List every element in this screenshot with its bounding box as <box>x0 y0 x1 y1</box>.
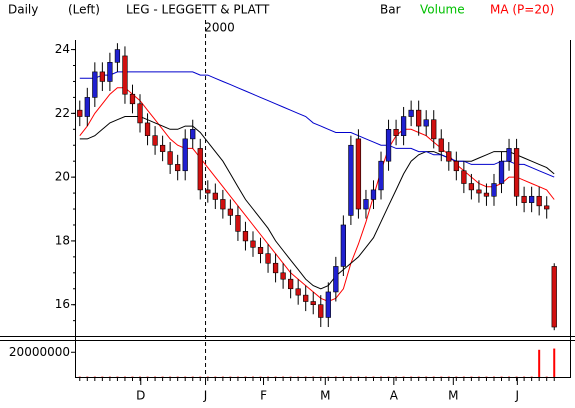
candle-body <box>521 195 527 203</box>
candle-body <box>137 103 143 124</box>
candle-body <box>205 189 211 194</box>
candle-body <box>378 160 384 191</box>
y-tick-label: 24 <box>55 42 70 56</box>
candle-body <box>385 128 392 162</box>
candle-body <box>182 138 188 172</box>
chart-title: LEG - LEGGETT & PLATT <box>126 3 270 17</box>
candle-body <box>167 151 173 165</box>
candle-body <box>318 304 324 318</box>
candle-body <box>340 224 346 267</box>
candle-body <box>370 189 377 200</box>
candle-body <box>190 128 196 140</box>
axis-side-label: (Left) <box>68 3 100 17</box>
ma-line <box>79 71 555 178</box>
candle-body <box>220 199 226 210</box>
candle-body <box>92 71 98 98</box>
candle-body <box>235 215 241 232</box>
candle-body <box>295 288 301 296</box>
volume-tick-label: 20000000 <box>9 345 70 359</box>
candle-body <box>498 160 505 184</box>
candle-body <box>99 71 105 82</box>
candle-body <box>491 183 497 197</box>
x-tick-label: F <box>260 389 267 403</box>
candle-body <box>212 192 218 200</box>
candle-body <box>77 109 83 117</box>
candle-body <box>393 128 399 136</box>
candle-body <box>363 199 369 210</box>
y-tick-label: 18 <box>55 233 70 247</box>
candle-body <box>288 278 294 290</box>
candle-body <box>536 195 542 207</box>
candle-body <box>227 208 234 216</box>
candle-body <box>544 205 550 210</box>
volume-bar <box>538 349 541 377</box>
x-tick-label: M <box>320 389 330 403</box>
x-tick-label: D <box>136 389 145 403</box>
candle-body <box>310 301 316 306</box>
candle-body <box>129 93 136 105</box>
candle-body <box>303 294 309 302</box>
candle-body <box>280 272 286 280</box>
x-tick-label: M <box>448 389 458 403</box>
candle-body <box>408 109 414 117</box>
candle-body <box>114 49 121 63</box>
x-tick-label: A <box>390 389 399 403</box>
legend-volume: Volume <box>420 3 465 17</box>
candle-body <box>400 116 407 136</box>
candle-body <box>265 253 271 264</box>
period-label: Daily <box>8 3 38 17</box>
candle-body <box>476 189 482 194</box>
candle-body <box>152 135 158 146</box>
year-label: 2000 <box>204 21 235 35</box>
y-tick-label: 22 <box>55 106 70 120</box>
candle-body <box>242 231 249 242</box>
x-tick-label: J <box>203 389 208 403</box>
y-tick-label: 16 <box>55 297 70 311</box>
legend-bar: Bar <box>380 3 401 17</box>
candle-body <box>551 266 557 328</box>
candle-body <box>333 266 339 293</box>
candle-body <box>348 144 354 216</box>
candle-body <box>159 144 166 152</box>
candle-body <box>272 262 279 274</box>
candle-body <box>438 138 444 152</box>
ma-line <box>79 116 555 290</box>
candle-body <box>506 148 512 162</box>
frame <box>0 40 575 378</box>
candle-body <box>175 164 181 172</box>
candle-body <box>529 195 535 203</box>
candle-body <box>84 97 90 117</box>
candle-body <box>355 138 362 210</box>
candle-body <box>431 119 437 140</box>
x-tick-label: J <box>515 389 520 403</box>
candle-body <box>423 119 429 127</box>
candle-body <box>325 291 331 318</box>
candle-body <box>483 192 490 197</box>
candle-body <box>122 55 128 95</box>
candle-body <box>257 246 264 254</box>
candle-body <box>513 148 520 197</box>
candle-body <box>446 151 452 162</box>
candle-body <box>461 170 467 184</box>
candle-body <box>453 160 459 172</box>
candle-body <box>144 122 151 136</box>
legend-ma: MA (P=20) <box>490 3 554 17</box>
candle-body <box>468 183 475 191</box>
y-tick-label: 20 <box>55 170 70 184</box>
candle-body <box>107 62 113 82</box>
candle-body <box>416 109 422 127</box>
candle-body <box>197 148 203 191</box>
candle-body <box>250 240 256 248</box>
volume-bar <box>553 348 556 377</box>
